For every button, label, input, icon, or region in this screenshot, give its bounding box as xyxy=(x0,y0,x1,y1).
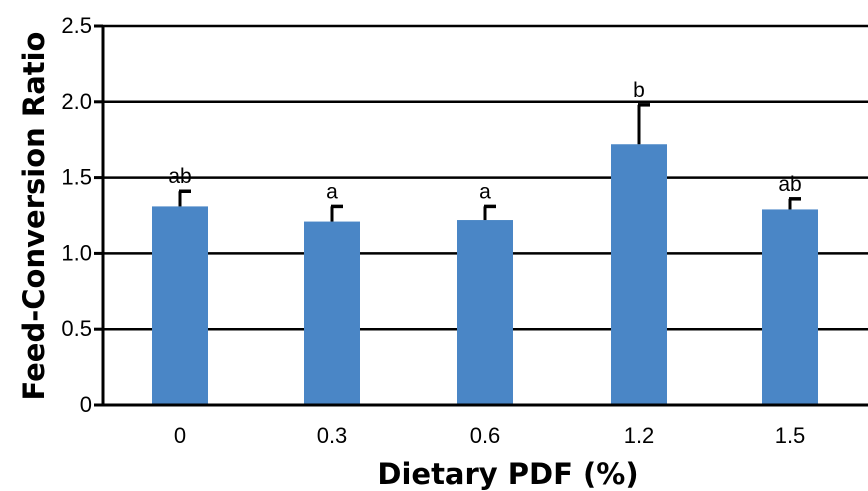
significance-label-4: ab xyxy=(778,173,801,196)
x-tick-label-3: 1.2 xyxy=(624,423,655,448)
bar-4 xyxy=(762,209,818,405)
bar-0 xyxy=(152,206,208,405)
axes: 0 0.5 1.0 1.5 2.0 2.5 0 0.3 0.6 1.2 1.5 xyxy=(61,13,868,448)
significance-label-3: b xyxy=(633,79,645,102)
x-tick-label-4: 1.5 xyxy=(775,423,806,448)
x-tick-label-2: 0.6 xyxy=(470,423,501,448)
y-tick-label-4: 2.0 xyxy=(61,89,92,114)
significance-label-0: ab xyxy=(168,165,191,188)
bar-1 xyxy=(304,221,360,405)
y-tick-label-0: 0 xyxy=(80,392,92,417)
x-tick-label-0: 0 xyxy=(174,423,186,448)
bar-3 xyxy=(611,144,667,406)
y-tick-label-1: 0.5 xyxy=(61,316,92,341)
y-tick-label-5: 2.5 xyxy=(61,13,92,38)
x-axis-title: Dietary PDF (%) xyxy=(377,457,638,491)
y-axis-title: Feed-Conversion Ratio xyxy=(17,32,51,401)
significance-label-1: a xyxy=(326,180,338,203)
y-tick-label-3: 1.5 xyxy=(61,165,92,190)
bar-2 xyxy=(457,220,513,405)
gridlines xyxy=(103,24,868,331)
x-tick-label-1: 0.3 xyxy=(317,423,348,448)
y-tick-label-2: 1.0 xyxy=(61,240,92,265)
significance-label-2: a xyxy=(479,180,491,203)
